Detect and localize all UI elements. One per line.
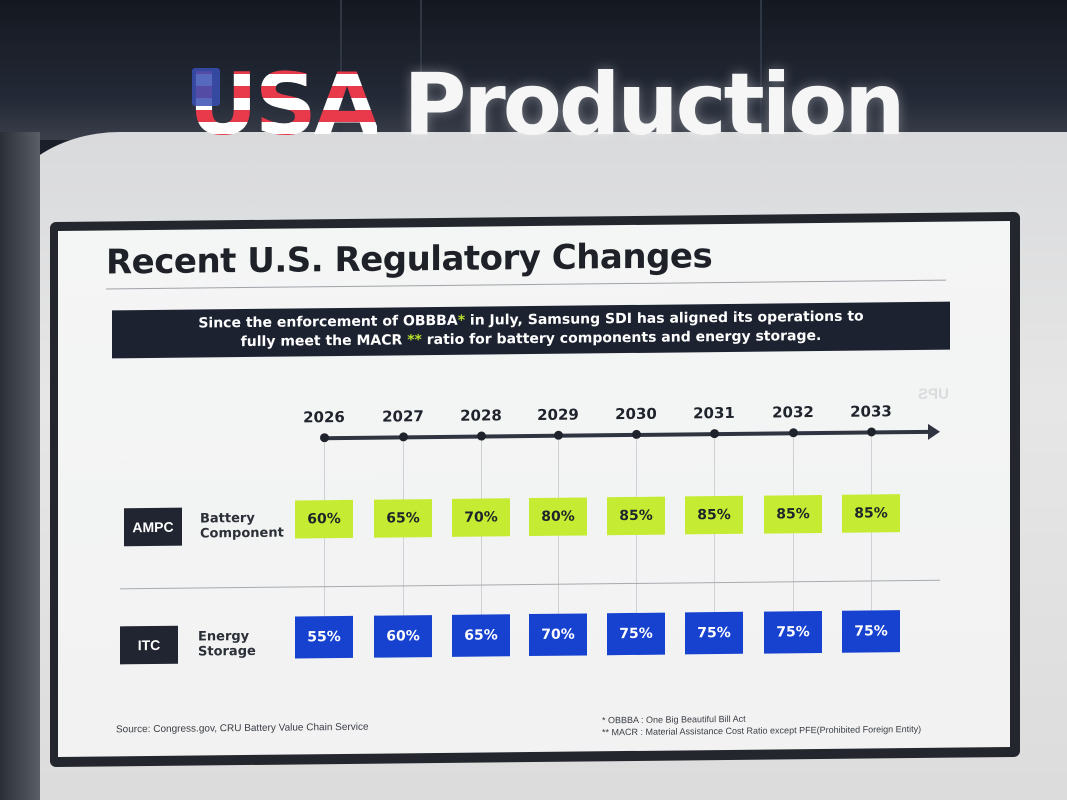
ceiling-truss — [340, 0, 342, 140]
ampc-ratio-2027: 65% — [374, 499, 432, 538]
ampc-ratio-2033: 85% — [842, 494, 900, 533]
row-label-line: Battery — [200, 510, 255, 527]
banner-text: in July, Samsung SDI has aligned its ope… — [465, 308, 864, 329]
timeline-dot — [789, 428, 798, 438]
booth-wall-edge — [0, 132, 40, 800]
itc-ratio-2026: 55% — [295, 615, 353, 659]
ampc-ratio-2028: 70% — [452, 498, 510, 537]
ampc-ratio-2030: 85% — [607, 496, 665, 536]
year-label-2026: 2026 — [303, 407, 345, 427]
tag-itc: ITC — [120, 625, 178, 665]
banner-text: fully meet the MACR — [240, 332, 403, 351]
timeline-line — [322, 429, 932, 441]
timeline-dot — [632, 429, 641, 439]
timeline-dot — [399, 432, 408, 442]
timeline-dot — [477, 431, 486, 441]
banner-text: ratio for battery components and energy … — [421, 327, 822, 349]
banner-text: Since the enforcement of OBBBA — [198, 312, 458, 332]
mirrored-reflection-text: UPS — [918, 385, 949, 403]
slide-title: Recent U.S. Regulatory Changes — [106, 236, 713, 283]
year-label-2027: 2027 — [382, 407, 424, 426]
row-label-battery-component: Battery Component — [200, 511, 284, 542]
year-label-2031: 2031 — [693, 403, 735, 423]
ceiling — [0, 0, 1067, 140]
tag-ampc: AMPC — [124, 507, 182, 547]
row-label-energy-storage: Energy Storage — [198, 629, 256, 660]
timeline-dot — [710, 429, 719, 439]
timeline-dot — [867, 427, 876, 437]
banner-star: ** — [402, 332, 422, 349]
source-note: Source: Congress.gov, CRU Battery Value … — [116, 721, 369, 736]
row-label-line: Energy — [198, 628, 250, 645]
itc-ratio-2028: 65% — [452, 614, 510, 657]
year-label-2029: 2029 — [537, 405, 579, 424]
banner-star: * — [457, 312, 466, 329]
timeline-dot — [554, 430, 563, 440]
itc-ratio-2029: 70% — [529, 613, 587, 657]
slide-banner: Since the enforcement of OBBBA* in July,… — [112, 301, 950, 359]
timeline-arrowhead — [928, 423, 940, 440]
ceiling-truss — [760, 0, 762, 140]
itc-ratio-2031: 75% — [685, 611, 743, 655]
sign-usa: USA — [188, 62, 377, 148]
itc-ratio-2033: 75% — [842, 610, 900, 653]
sign-production: Production — [403, 55, 905, 155]
ampc-ratio-2032: 85% — [764, 494, 822, 534]
year-label-2030: 2030 — [615, 404, 657, 424]
footnote-macr: ** MACR : Material Assistance Cost Ratio… — [602, 723, 922, 738]
itc-ratio-2027: 60% — [374, 615, 432, 658]
ampc-ratio-2029: 80% — [529, 497, 587, 537]
footnote-obbba: * OBBBA : One Big Beautiful Bill Act — [602, 713, 746, 726]
itc-ratio-2030: 75% — [607, 612, 665, 656]
flag-canton — [192, 68, 220, 106]
ceiling-truss — [420, 0, 422, 140]
ampc-ratio-2026: 60% — [295, 499, 353, 539]
row-label-line: Component — [200, 525, 284, 542]
year-label-2033: 2033 — [850, 402, 892, 421]
monitor-screen: Recent U.S. Regulatory Changes Since the… — [58, 221, 1010, 757]
row-label-line: Storage — [198, 643, 256, 660]
year-label-2028: 2028 — [460, 406, 502, 425]
row-divider — [120, 579, 940, 590]
ampc-ratio-2031: 85% — [685, 495, 743, 535]
timeline-dot — [320, 433, 329, 443]
itc-ratio-2032: 75% — [764, 610, 822, 654]
usa-production-sign: USA Production — [188, 55, 906, 155]
year-label-2032: 2032 — [772, 403, 814, 422]
